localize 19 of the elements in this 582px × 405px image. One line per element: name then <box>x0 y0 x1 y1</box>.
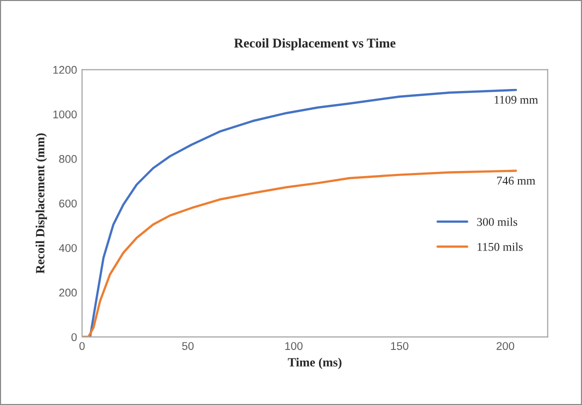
annotation: 746 mm <box>497 176 536 185</box>
y-tick-label: 400 <box>58 244 77 252</box>
legend-label: 1150 mils <box>478 242 523 251</box>
x-tick-label: 100 <box>285 342 303 350</box>
y-axis-title: Recoil Displacement (mm) <box>36 133 47 274</box>
legend-label: 300 mils <box>477 218 518 226</box>
y-tick-label: 600 <box>59 200 77 208</box>
x-tick-label: 200 <box>496 342 514 350</box>
y-tick-label: 800 <box>59 155 77 163</box>
chart-title: Recoil Displacement vs Time <box>234 38 396 50</box>
y-tick-label: 0 <box>71 333 77 342</box>
x-axis-title: Time (ms) <box>288 358 342 370</box>
y-tick-label: 1000 <box>53 110 77 118</box>
x-tick-label: 50 <box>182 342 194 350</box>
x-tick-label: 150 <box>391 342 408 350</box>
y-tick-label: 1200 <box>53 66 77 74</box>
x-tick-label: 0 <box>79 342 85 350</box>
annotation: 1109 mm <box>494 96 538 104</box>
y-tick-label: 200 <box>59 288 77 297</box>
